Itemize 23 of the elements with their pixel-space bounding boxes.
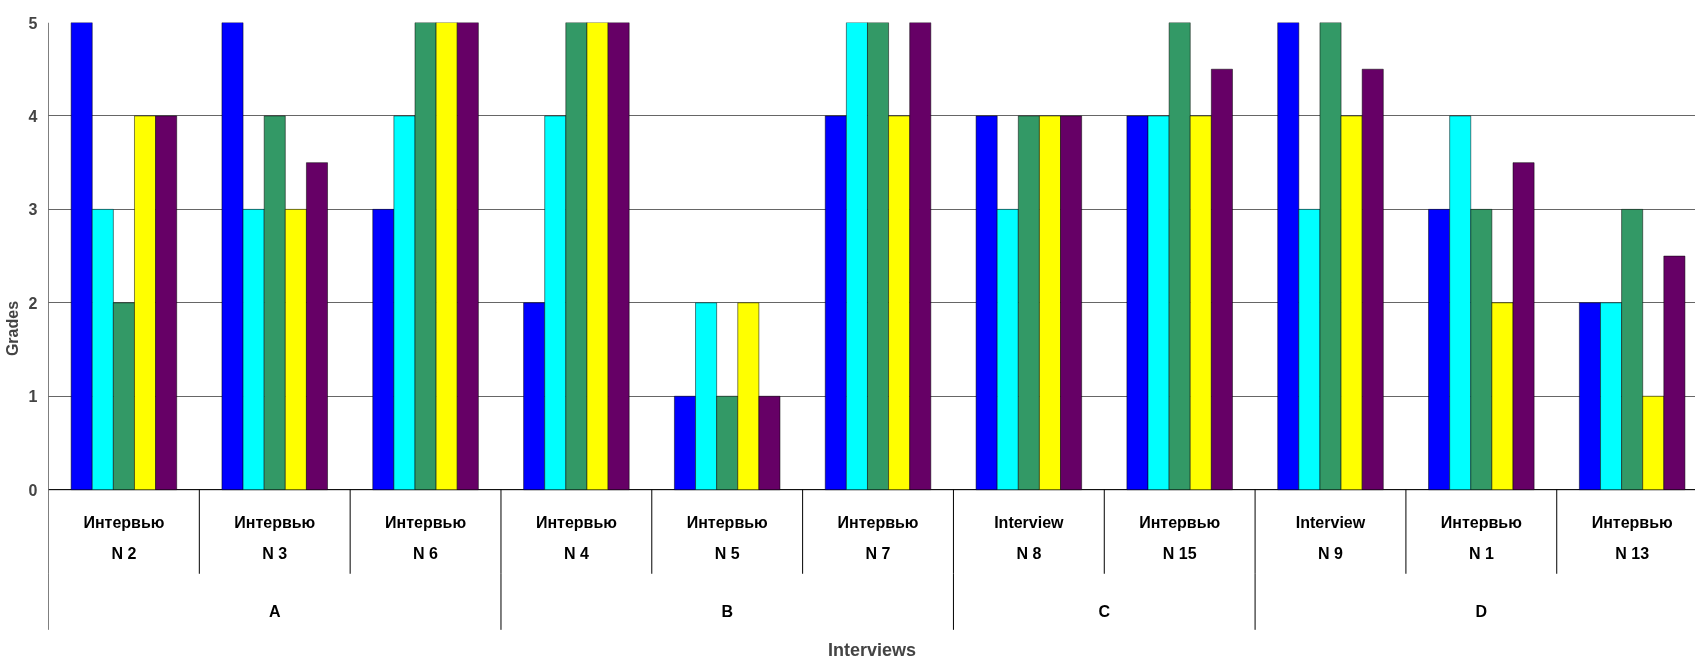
- x-tick-label: Interview N 8: [994, 513, 1065, 562]
- x-tick-label: Интервью N 6: [385, 513, 467, 562]
- text: A: [268, 602, 281, 620]
- y-tick-label: 2: [28, 294, 38, 312]
- text: D: [1475, 602, 1488, 620]
- x-tick-label: Интервью N 5: [686, 513, 769, 562]
- y-tick-label: 1: [28, 388, 38, 406]
- x-tick-label: Interview N 9: [1295, 513, 1366, 562]
- y-axis-title: Grades: [3, 300, 21, 357]
- x-tick-label: Интервью N 4: [535, 513, 618, 562]
- y-tick-label: 4: [28, 107, 38, 125]
- x-tick-label: Интервью N 3: [234, 513, 316, 562]
- text: C: [1098, 602, 1111, 620]
- x-tick-label: Интервью N 15: [1139, 513, 1221, 562]
- x-tick-label: Интервью N 2: [83, 513, 165, 562]
- y-tick-label: 0: [28, 481, 38, 499]
- y-tick-label: 3: [28, 201, 38, 219]
- x-tick-label: Интервью N 13: [1591, 513, 1673, 562]
- text: B: [721, 602, 733, 620]
- x-tick-label: Интервью N 1: [1440, 513, 1523, 562]
- x-axis-title: Interviews: [827, 639, 917, 660]
- x-tick-label: Интервью N 7: [837, 513, 919, 562]
- y-tick-label: 5: [28, 14, 38, 32]
